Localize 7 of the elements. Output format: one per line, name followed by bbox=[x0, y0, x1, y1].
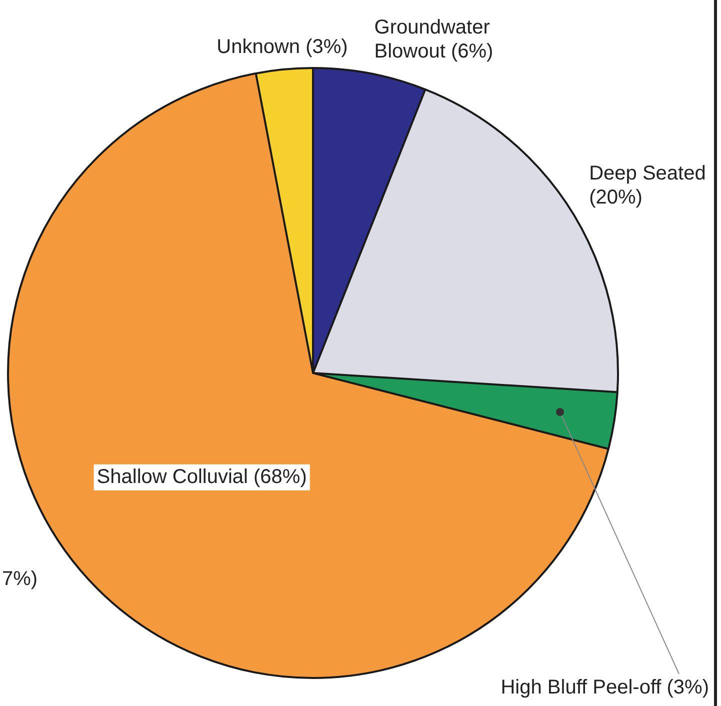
slice-label: Shallow Colluvial (68%) bbox=[96, 466, 307, 488]
data-label: (20%) bbox=[589, 186, 642, 208]
slice-label: High Bluff Peel-off (3%) bbox=[500, 676, 709, 699]
slice-label: Groundwater Blowout (6%) bbox=[374, 16, 494, 62]
slice-label: Deep Seated bbox=[589, 162, 706, 184]
text: 7%) bbox=[2, 568, 38, 591]
slice-label: Unknown (3%) bbox=[216, 36, 348, 58]
